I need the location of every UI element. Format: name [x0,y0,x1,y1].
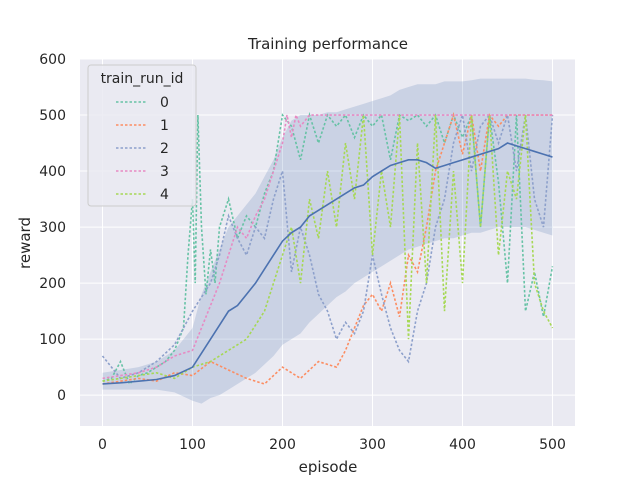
mean-confidence-band [102,78,553,404]
y-tick-label: 200 [39,276,66,292]
legend-label-3: 3 [160,164,169,180]
x-tick-label: 0 [98,437,107,453]
y-tick-label: 500 [39,108,66,124]
x-tick-label: 100 [179,437,206,453]
x-axis-label: episode [299,458,358,476]
mean-line-group [102,142,553,385]
series-lines [101,111,554,386]
y-tick-label: 600 [39,52,66,68]
y-tick-label: 300 [39,220,66,236]
x-tick-labels: 0 100 200 300 400 500 [98,437,566,453]
legend-title: train_run_id [101,71,184,87]
x-tick-label: 500 [539,437,566,453]
legend-box [87,64,197,207]
y-tick-labels: 0 100 200 300 400 500 600 [39,52,66,404]
mean-line [102,142,553,385]
x-tick-label: 200 [269,437,296,453]
series-line-2 [101,113,554,380]
y-tick-label: 400 [39,164,66,180]
series-line-3 [102,112,553,380]
legend-items: 0 1 2 3 4 [116,95,169,203]
legend-label-1: 1 [160,118,169,134]
legend-label-0: 0 [160,95,169,111]
legend-label-4: 4 [160,187,169,203]
legend-label-2: 2 [160,141,169,157]
series-line-4 [102,114,554,382]
x-tick-label: 400 [449,437,476,453]
y-tick-label: 100 [39,332,66,348]
confidence-band [102,78,553,404]
legend: train_run_id 0 1 2 3 4 [87,64,197,207]
series-line-1 [102,112,553,385]
y-tick-label: 0 [57,388,66,404]
x-tick-label: 300 [359,437,386,453]
y-axis-label: reward [16,217,34,269]
chart-title: Training performance [247,35,408,53]
